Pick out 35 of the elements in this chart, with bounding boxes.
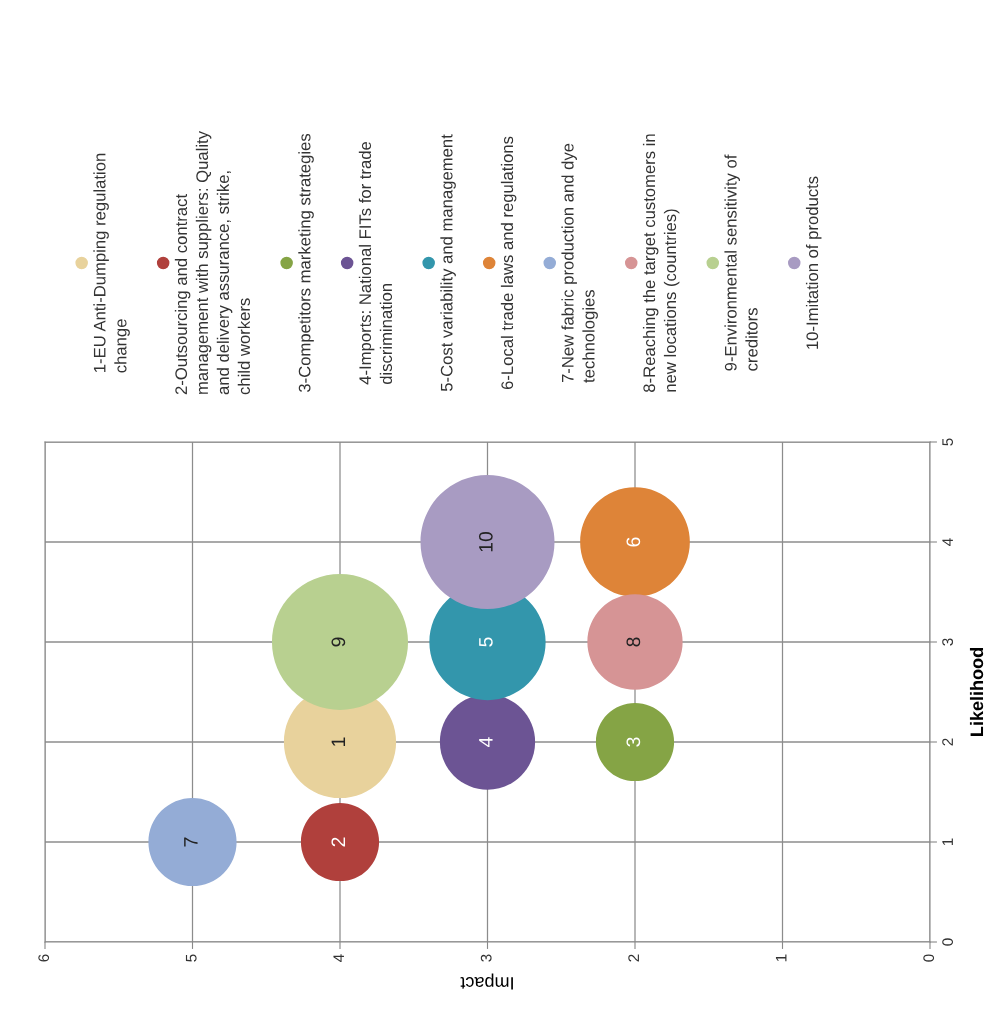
x-axis-title: Impact (460, 973, 513, 990)
y-tick-label: 3 (942, 638, 954, 646)
y-tick-label: 4 (942, 538, 953, 546)
x-tick-label: 1 (775, 954, 787, 962)
annotation: 1 (331, 737, 346, 746)
x-tick-label: 6 (38, 954, 50, 962)
annotation: 7 (184, 837, 198, 847)
legend-label: 5-Cost variability and management (440, 134, 456, 392)
legend-label: 2-Outsourcing and contract management with suppliers: Quality and delivery assurance, strike, child workers (174, 131, 250, 395)
legend-label: 6-Local trade laws and regulations (500, 136, 517, 390)
legend-label: 4-Imports: National FITs for trade discrimination (358, 141, 393, 385)
legend-label: 7-New fabric production and dye technologies (561, 143, 598, 383)
annotation: 3 (626, 737, 641, 747)
annotation: 5 (479, 637, 493, 647)
x-tick-label: 4 (333, 954, 344, 962)
legend-label: 10-Imitation of products (805, 176, 822, 349)
x-tick-label: 5 (185, 954, 197, 962)
annotation: 2 (331, 837, 346, 847)
y-tick-label: 0 (942, 938, 954, 946)
legend-label: 1-EU Anti-Dumping regulation change (93, 153, 130, 373)
x-tick-label: 0 (923, 954, 935, 962)
annotation: 8 (626, 637, 641, 647)
y-tick-label: 1 (942, 838, 953, 846)
x-tick-label: 3 (480, 954, 492, 962)
x-tick-label: 2 (628, 954, 639, 962)
legend-label: 8-Reaching the target customers in new locations (countries) (642, 134, 680, 392)
y-tick-label: 2 (942, 738, 953, 746)
annotation: 4 (479, 737, 493, 747)
legend-label: 3-Competitors marketing strategies (298, 133, 314, 393)
legend-label: 9-Environmental sensitivity of creditors (724, 154, 758, 371)
annotation: 10 (478, 531, 493, 552)
annotation: 9 (331, 637, 346, 647)
annotation: 6 (626, 537, 641, 547)
y-axis-title: Likelihood (969, 648, 984, 736)
y-tick-label: 5 (942, 438, 954, 446)
